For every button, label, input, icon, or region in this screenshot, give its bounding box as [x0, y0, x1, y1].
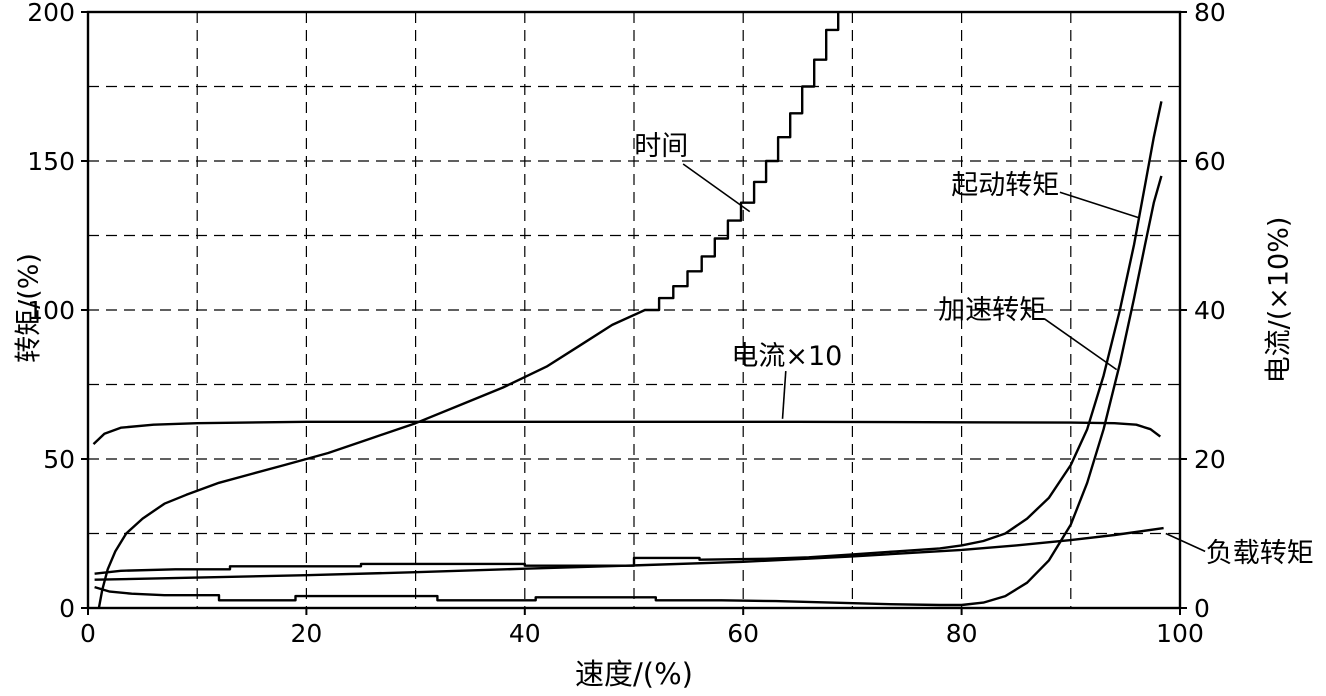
y-left-tick-label: 50	[43, 445, 75, 474]
y-left-tick-label: 200	[27, 0, 75, 27]
y-right-tick-label: 0	[1194, 594, 1210, 623]
accel-torque-label: 加速转矩	[938, 295, 1046, 326]
time-label: 时间	[634, 131, 688, 162]
load-torque-label: 负载转矩	[1206, 538, 1314, 569]
series-accel-torque	[94, 175, 1163, 607]
load-torque-label-leader-line	[1165, 532, 1206, 553]
current-label: 电流×10	[731, 341, 842, 372]
x-axis-title: 速度/(%)	[575, 657, 693, 691]
y-left-tick-label: 100	[27, 296, 75, 325]
start-torque-label: 起动转矩	[951, 170, 1059, 201]
y-axis-title-left: 转矩/(%)	[13, 253, 45, 363]
current-label-leader-line	[781, 371, 787, 419]
x-tick-label: 20	[290, 619, 322, 648]
series-load-torque	[94, 526, 1164, 581]
y-left-tick-label: 0	[59, 594, 75, 623]
x-tick-label: 60	[727, 619, 759, 648]
accel-torque-label-leader-line	[1044, 318, 1118, 371]
grid-lines	[88, 12, 1180, 608]
x-tick-label: 80	[946, 619, 978, 648]
time-label-leader-line	[682, 163, 751, 213]
series-start-torque	[94, 101, 1163, 575]
x-tick-label: 100	[1156, 619, 1204, 648]
series-curves	[92, 12, 1164, 608]
y-left-tick-label: 150	[27, 147, 75, 176]
y-right-tick-label: 60	[1194, 147, 1226, 176]
series-current	[92, 420, 1162, 445]
y-axis-title-right: 电流/(×10%)	[1263, 216, 1295, 384]
tick-marks	[81, 11, 1187, 615]
series-time	[97, 12, 840, 608]
y-right-tick-label: 20	[1194, 445, 1226, 474]
y-right-tick-label: 40	[1194, 296, 1226, 325]
x-tick-label: 40	[509, 619, 541, 648]
x-tick-label: 0	[80, 619, 96, 648]
start-torque-label-leader-line	[1059, 191, 1139, 219]
y-right-tick-label: 80	[1194, 0, 1226, 27]
